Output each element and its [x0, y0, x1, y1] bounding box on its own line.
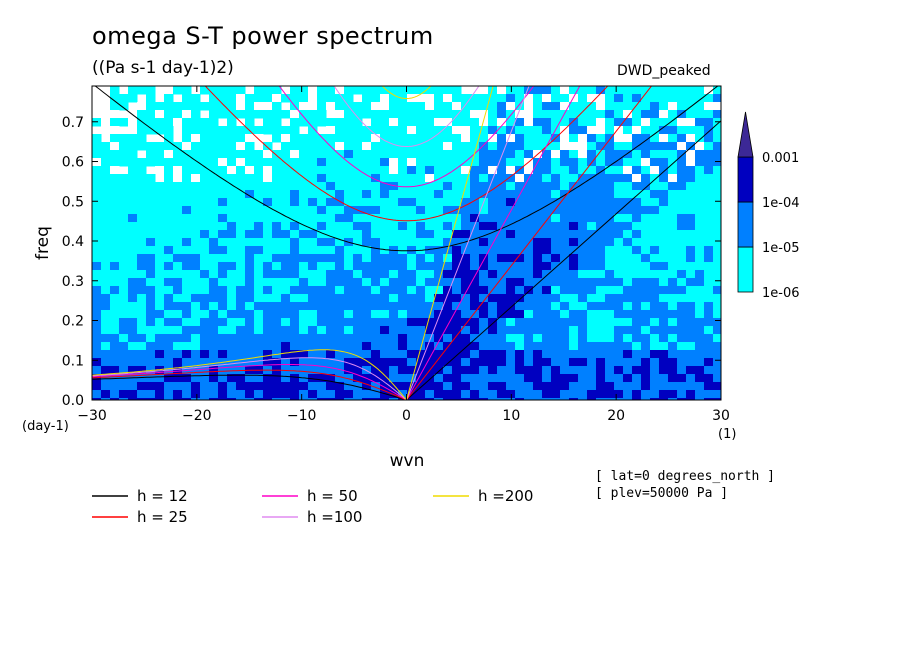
y-axis-label: freq [33, 226, 53, 260]
gravity-curve-h50 [278, 86, 535, 188]
gravity-curve-h100 [333, 86, 480, 148]
y-tick-label: 0.5 [62, 194, 84, 210]
x-tick-label: 30 [712, 408, 730, 424]
colorbar-label: 1e-05 [762, 241, 800, 256]
colorbar-segment [737, 156, 754, 203]
y-tick-label: 0.0 [62, 393, 84, 409]
y-tick-label: 0.7 [62, 115, 84, 131]
gravity-curve-h25 [204, 86, 609, 222]
x-axis-label: wvn [390, 451, 425, 471]
kelvin-curve-h200 [406, 86, 494, 400]
rossby-curve-h25 [92, 369, 407, 400]
x-tick-label: 20 [607, 408, 625, 424]
chart-title: omega S-T power spectrum [92, 22, 434, 50]
colorbar-label: 1e-06 [762, 286, 800, 301]
kelvin-curve-h100 [406, 86, 530, 400]
legend: h = 12 h = 25 h = 50 h =100 h =200 [92, 487, 533, 526]
x-unit-label: (1) [718, 427, 736, 442]
colorbar-segment [737, 201, 754, 248]
gravity-curve-h200 [381, 86, 432, 100]
chart-subtitle: ((Pa s-1 day-1)2) [92, 58, 234, 78]
y-tick-label: 0.6 [62, 155, 84, 171]
legend-label: h = 12 [137, 487, 188, 505]
info-plev: [ plev=50000 Pa ] [595, 486, 729, 501]
x-tick-label: −20 [182, 408, 212, 424]
info-lat: [ lat=0 degrees_north ] [595, 469, 776, 484]
colorbar-label: 1e-04 [762, 196, 800, 211]
colorbar-label: 0.001 [762, 151, 799, 166]
legend-label: h = 25 [137, 508, 188, 526]
rossby-curve-h100 [92, 357, 407, 400]
kelvin-curve-h25 [406, 86, 653, 400]
rossby-curve-h50 [92, 364, 407, 400]
y-tick-label: 0.3 [62, 274, 84, 290]
legend-label: h =200 [478, 487, 533, 505]
y-tick-label: 0.1 [62, 353, 84, 369]
x-tick-label: 0 [402, 408, 411, 424]
y-tick-label: 0.4 [62, 234, 84, 250]
kelvin-curve-h50 [406, 86, 581, 400]
kelvin-curve-h12 [406, 120, 721, 400]
gravity-curve-h12 [94, 86, 719, 252]
model-tag: DWD_peaked [617, 63, 711, 79]
legend-label: h = 50 [307, 487, 358, 505]
y-tick-label: 0.2 [62, 314, 84, 330]
rossby-curve-h200 [92, 349, 407, 400]
legend-label: h =100 [307, 508, 362, 526]
colorbar-extend-arrow [737, 111, 754, 158]
rossby-curve-h12 [92, 374, 407, 400]
colorbar-segment [737, 246, 754, 293]
x-tick-label: −10 [287, 408, 317, 424]
axes: −30 −20 −10 0 10 20 30 0.0 0.1 0.2 0.3 0.4 0.5 0.6 0.7… [22, 86, 736, 471]
power-field [92, 86, 721, 400]
x-tick-label: 10 [502, 408, 520, 424]
y-unit-label: (day-1) [22, 419, 69, 434]
dispersion-curves [92, 86, 721, 400]
x-tick-label: −30 [77, 408, 107, 424]
colorbar: 1e-06 1e-05 1e-04 0.001 [737, 111, 800, 301]
